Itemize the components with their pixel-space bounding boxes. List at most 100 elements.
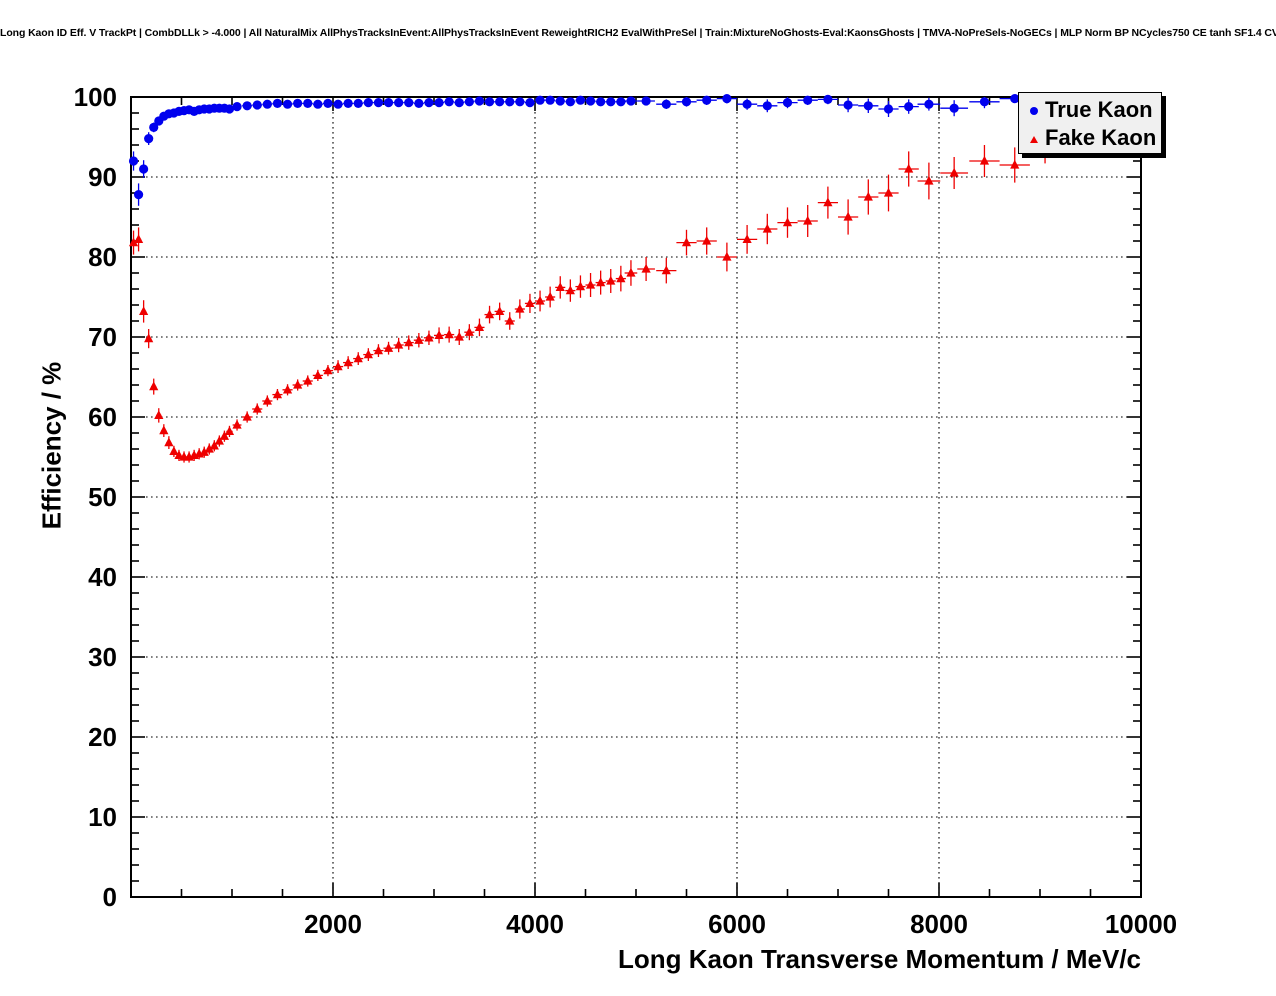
series-fake-kaon[interactable] — [128, 128, 1134, 463]
data-point[interactable] — [303, 375, 313, 385]
data-point[interactable] — [843, 100, 853, 110]
legend[interactable]: True Kaon Fake Kaon — [1018, 92, 1162, 154]
data-point[interactable] — [681, 237, 692, 247]
data-point[interactable] — [641, 263, 651, 273]
data-point[interactable] — [505, 97, 515, 107]
data-point[interactable] — [219, 431, 230, 440]
data-point[interactable] — [232, 102, 242, 112]
data-point[interactable] — [616, 97, 626, 107]
data-point[interactable] — [139, 164, 149, 174]
data-point[interactable] — [525, 298, 535, 308]
data-point[interactable] — [128, 237, 139, 247]
data-point[interactable] — [404, 98, 414, 108]
data-point[interactable] — [803, 95, 813, 105]
data-point[interactable] — [474, 322, 485, 332]
data-point[interactable] — [204, 443, 214, 453]
data-point[interactable] — [762, 223, 772, 233]
data-point[interactable] — [626, 96, 636, 106]
data-point[interactable] — [363, 98, 373, 108]
data-point[interactable] — [924, 175, 934, 185]
data-point[interactable] — [505, 315, 515, 325]
data-point[interactable] — [282, 99, 293, 109]
data-point[interactable] — [224, 104, 235, 114]
data-point[interactable] — [555, 96, 565, 106]
data-point[interactable] — [353, 353, 363, 363]
data-point[interactable] — [282, 384, 293, 394]
legend-entry-true-kaon[interactable]: True Kaon — [1027, 95, 1153, 124]
data-point[interactable] — [585, 96, 596, 106]
data-point[interactable] — [293, 98, 303, 108]
data-point[interactable] — [565, 285, 575, 295]
data-point[interactable] — [293, 379, 303, 389]
data-point[interactable] — [924, 99, 934, 109]
data-point[interactable] — [661, 99, 671, 109]
data-point[interactable] — [199, 447, 209, 456]
data-point[interactable] — [484, 97, 495, 107]
data-point[interactable] — [353, 98, 363, 108]
data-point[interactable] — [383, 98, 394, 108]
data-point[interactable] — [545, 291, 555, 301]
data-point[interactable] — [596, 97, 606, 107]
data-point[interactable] — [373, 98, 384, 108]
data-point[interactable] — [434, 330, 444, 340]
data-point[interactable] — [313, 370, 323, 380]
data-point[interactable] — [575, 95, 586, 105]
data-point[interactable] — [1010, 94, 1020, 104]
data-point[interactable] — [444, 97, 454, 107]
data-point[interactable] — [681, 97, 692, 107]
data-point[interactable] — [1010, 159, 1020, 169]
data-point[interactable] — [641, 96, 651, 106]
data-point[interactable] — [495, 97, 505, 107]
data-point[interactable] — [596, 277, 606, 287]
data-point[interactable] — [495, 306, 505, 316]
data-point[interactable] — [149, 122, 159, 132]
series-true-kaon[interactable] — [128, 94, 1134, 206]
data-point[interactable] — [144, 134, 154, 144]
data-point[interactable] — [454, 98, 464, 108]
data-point[interactable] — [133, 234, 144, 244]
data-point[interactable] — [904, 102, 914, 112]
data-point[interactable] — [484, 309, 495, 319]
data-point[interactable] — [144, 333, 154, 343]
data-point[interactable] — [585, 279, 596, 289]
data-point[interactable] — [242, 101, 252, 111]
data-point[interactable] — [224, 426, 235, 436]
data-point[interactable] — [404, 337, 414, 347]
data-point[interactable] — [949, 103, 959, 113]
data-point[interactable] — [742, 99, 752, 109]
data-point[interactable] — [149, 381, 159, 391]
data-point[interactable] — [762, 101, 772, 111]
data-point[interactable] — [343, 357, 353, 367]
data-point[interactable] — [272, 389, 283, 399]
data-point[interactable] — [333, 361, 343, 371]
data-point[interactable] — [515, 97, 525, 107]
data-point[interactable] — [154, 410, 164, 420]
data-point[interactable] — [313, 99, 323, 109]
data-point[interactable] — [535, 295, 545, 305]
data-point[interactable] — [742, 234, 752, 244]
data-point[interactable] — [722, 94, 732, 104]
data-point[interactable] — [209, 440, 219, 450]
data-point[interactable] — [363, 349, 373, 359]
data-point[interactable] — [464, 97, 474, 107]
data-point[interactable] — [474, 96, 485, 106]
data-point[interactable] — [949, 167, 959, 177]
data-point[interactable] — [232, 419, 242, 429]
data-point[interactable] — [565, 97, 575, 107]
data-point[interactable] — [262, 395, 272, 405]
data-point[interactable] — [722, 251, 732, 261]
data-point[interactable] — [555, 282, 565, 292]
data-point[interactable] — [424, 332, 434, 342]
data-point[interactable] — [863, 191, 873, 201]
data-point[interactable] — [979, 155, 990, 165]
data-point[interactable] — [252, 403, 262, 413]
data-point[interactable] — [272, 98, 283, 108]
data-point[interactable] — [174, 450, 184, 460]
data-point[interactable] — [606, 97, 616, 107]
data-point[interactable] — [214, 435, 224, 445]
data-point[interactable] — [863, 101, 873, 111]
data-point[interactable] — [782, 217, 793, 227]
data-point[interactable] — [169, 446, 179, 456]
data-point[interactable] — [323, 98, 333, 108]
data-point[interactable] — [823, 94, 833, 104]
